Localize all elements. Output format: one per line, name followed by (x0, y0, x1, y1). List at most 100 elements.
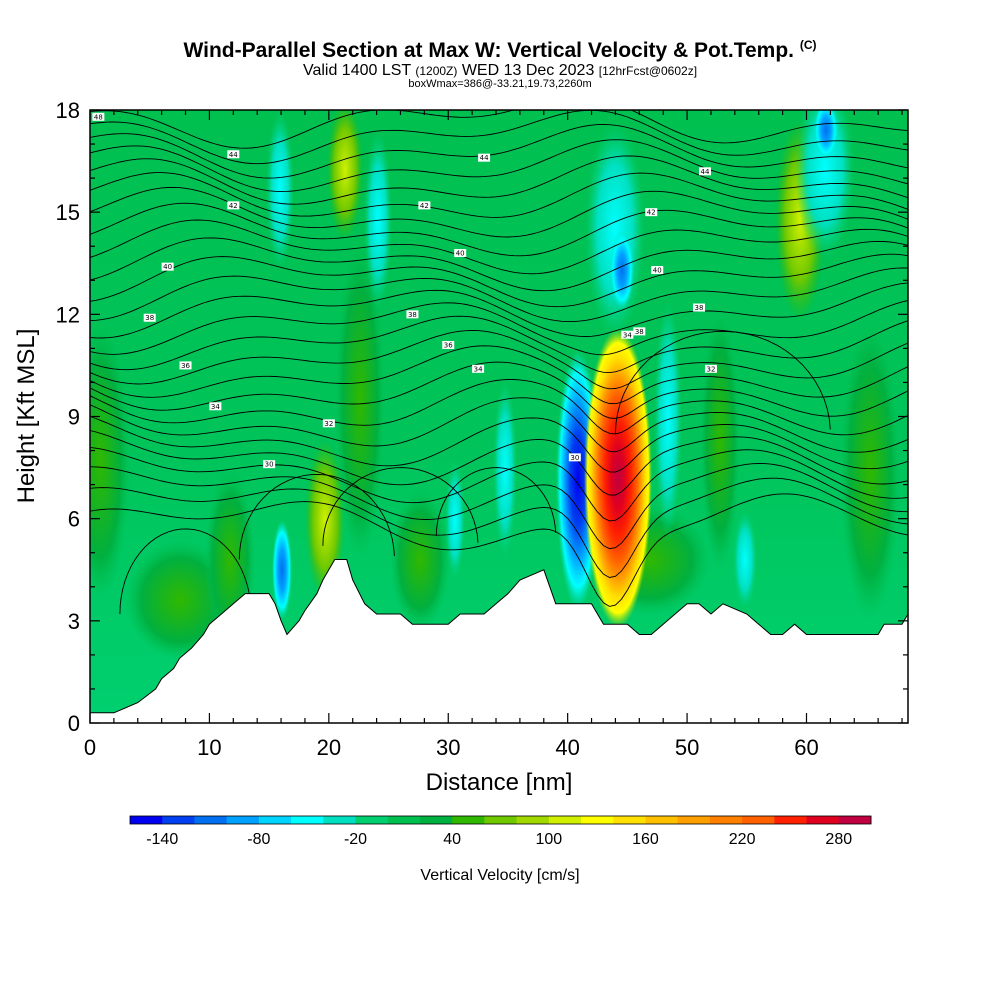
theta-contour (90, 124, 908, 179)
y-tick-label: 15 (56, 200, 80, 225)
theta-label-bg (227, 150, 240, 159)
colorbar-swatch (548, 816, 582, 824)
theta-contour (90, 139, 908, 193)
theta-label: 30 (568, 453, 581, 462)
theta-contour (435, 467, 557, 536)
theta-label-text: 40 (163, 263, 172, 271)
theta-label-bg (442, 340, 455, 349)
theta-label-text: 42 (647, 209, 656, 217)
field-patch (585, 120, 645, 340)
theta-label-text: 40 (653, 267, 662, 275)
theta-label-text: 34 (474, 365, 483, 373)
theta-label-text: 36 (444, 341, 453, 349)
theta-contour (90, 110, 908, 149)
x-tick-label: 40 (555, 735, 579, 760)
theta-label-bg (621, 330, 634, 339)
theta-contour (90, 415, 908, 473)
x-tick-label: 30 (436, 735, 460, 760)
colorbar-swatch (645, 816, 679, 824)
theta-label: 42 (418, 201, 431, 210)
theta-contour (90, 345, 908, 405)
theta-label-text: 38 (408, 311, 417, 319)
theta-label-bg (698, 167, 711, 176)
theta-label-text: 34 (211, 403, 220, 411)
theta-label-bg (227, 201, 240, 210)
colorbar-swatch (709, 816, 743, 824)
theta-label: 40 (161, 262, 174, 271)
colorbar-swatch (291, 816, 324, 824)
theta-contour (90, 186, 908, 238)
field-patch (700, 310, 740, 570)
theta-label: 34 (472, 364, 485, 373)
chart-title-text: Wind-Parallel Section at Max W: Vertical… (183, 39, 794, 62)
theta-contour (90, 300, 908, 356)
theta-label-bg (263, 460, 276, 469)
updraft-core (584, 328, 652, 628)
colorbar-swatch (581, 816, 614, 824)
theta-contour (90, 397, 908, 453)
potential-temperature-contours (90, 110, 908, 615)
chart-title: Wind-Parallel Section at Max W: Vertical… (0, 38, 1000, 63)
theta-label: 36 (442, 340, 455, 349)
theta-contour (90, 463, 908, 550)
colorbar-tick-label: 100 (535, 831, 562, 848)
theta-label-bg (645, 208, 658, 217)
field-patch (733, 510, 757, 610)
theta-label-text: 30 (265, 461, 274, 469)
theta-contour (90, 361, 908, 419)
field-patch (795, 110, 855, 260)
colorbar-label: Vertical Velocity [cm/s] (420, 867, 579, 884)
theta-label: 32 (704, 364, 717, 373)
theta-contour-labels: 48 44 44 44 42 42 42 40 40 40 38 38 38 38 36 34 36 34 32 34… (92, 112, 717, 469)
theta-label-text: 40 (456, 250, 465, 258)
axis-ticks (89, 109, 908, 724)
field-patch (327, 110, 363, 240)
x-axis-label: Distance [nm] (426, 769, 573, 796)
theta-contour (614, 330, 831, 434)
colorbar-tick-label: -140 (146, 831, 178, 848)
theta-label-text: 32 (324, 420, 333, 428)
y-tick-labels: 0 3 6 9 12 15 18 (56, 98, 80, 736)
theta-label-bg (651, 266, 664, 275)
theta-contour (90, 282, 908, 339)
theta-label-bg (693, 303, 706, 312)
theta-contour (90, 267, 908, 323)
theta-contour (119, 528, 252, 615)
field-patch (654, 300, 682, 540)
theta-label-bg (568, 453, 581, 462)
theta-contour (90, 155, 908, 205)
colorbar (129, 815, 872, 825)
colorbar-tick-label: 160 (632, 831, 659, 848)
theta-label-bg (472, 364, 485, 373)
theta-contour (90, 477, 908, 578)
theta-contour (90, 202, 908, 257)
colorbar-swatch (452, 816, 485, 824)
box-info: boxWmax=386@-33.21,19.73,2260m (408, 78, 592, 90)
colorbar-frame (129, 815, 872, 825)
theta-label-text: 34 (623, 331, 632, 339)
y-tick-label: 9 (68, 405, 80, 430)
colorbar-tick-label: 220 (729, 831, 756, 848)
y-tick-label: 12 (56, 302, 80, 327)
theta-contour (90, 219, 908, 275)
theta-contour (90, 315, 908, 374)
colorbar-tick-label: 40 (443, 831, 461, 848)
field-patch (272, 520, 292, 620)
theta-label-text: 42 (420, 202, 429, 210)
field-patch (493, 380, 517, 560)
x-tick-labels: 0 10 20 30 40 50 60 (84, 735, 819, 760)
field-patch (814, 110, 838, 160)
colorbar-swatch (613, 816, 646, 824)
theta-label: 36 (179, 361, 192, 370)
theta-label-bg (406, 310, 419, 319)
theta-label: 38 (633, 327, 646, 336)
theta-label: 44 (478, 153, 491, 162)
colorbar-swatch (806, 816, 840, 824)
colorbar-swatch (677, 816, 711, 824)
theta-label-text: 44 (701, 168, 710, 176)
theta-label: 44 (698, 167, 711, 176)
theta-label: 38 (143, 313, 156, 322)
theta-label-bg (418, 201, 431, 210)
theta-label: 44 (227, 150, 240, 159)
